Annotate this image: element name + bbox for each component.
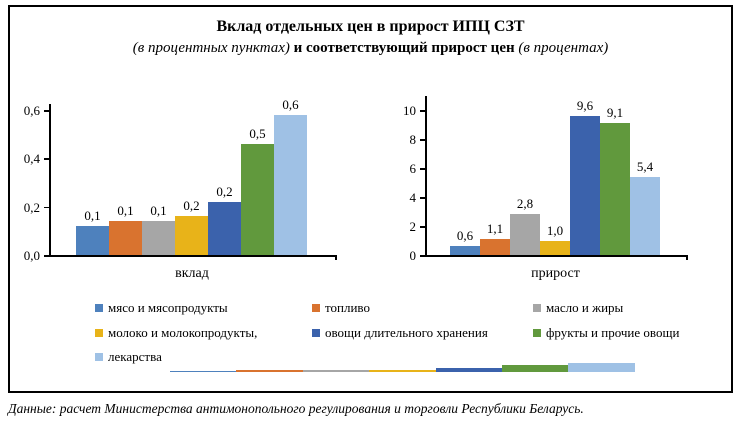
legend-label: топливо — [325, 300, 370, 315]
mini-strip-segment — [568, 363, 635, 372]
bar-4 — [540, 240, 570, 255]
y-tick-label: 8 — [409, 132, 417, 147]
legend-item: фрукты и прочие овощи — [533, 325, 679, 341]
legend-label: лекарства — [108, 349, 162, 364]
chart-title-line1: Вклад отдельных цен в прирост ИПЦ СЗТ — [216, 18, 525, 35]
title-bold-middle: и соответствующий прирост цен — [293, 39, 515, 56]
mini-strip-segment — [170, 370, 237, 372]
y-tick-mark — [420, 255, 425, 257]
mini-strip-segment — [369, 370, 436, 372]
y-axis-line — [425, 96, 427, 255]
chart-title-line2: (в процентных пунктах) и соответствующий… — [8, 38, 733, 58]
mini-strip-segment — [502, 365, 569, 372]
source-caption: Данные: расчет Министерства антимонополь… — [8, 401, 584, 416]
y-tick-label: 2 — [409, 219, 417, 234]
y-tick-mark — [44, 158, 49, 160]
bar-value-label: 1,0 — [546, 222, 564, 238]
legend-item: лекарства — [95, 349, 162, 365]
legend-item: молоко и молокопродукты, — [95, 325, 257, 341]
bar-3 — [142, 221, 175, 255]
y-tick-mark — [420, 110, 425, 112]
bar-value-label: 9,6 — [576, 97, 594, 113]
y-tick-label: 0 — [409, 248, 417, 263]
y-tick-mark — [44, 110, 49, 112]
bar-4 — [175, 216, 208, 255]
x-axis-line — [49, 255, 335, 257]
chart-title: Вклад отдельных цен в прирост ИПЦ СЗТ (в… — [8, 16, 733, 58]
bar-2 — [109, 221, 142, 255]
legend-label: овощи длительного хранения — [325, 325, 488, 340]
bar-1 — [76, 226, 109, 255]
bar-value-label: 9,1 — [606, 105, 624, 121]
legend-item: мясо и мясопродукты — [95, 300, 228, 316]
y-axis-line — [49, 104, 51, 255]
bar-value-label: 0,6 — [456, 228, 474, 244]
bar-value-label: 0,6 — [282, 96, 299, 112]
bar-value-label: 0,1 — [84, 208, 101, 223]
y-tick-label: 0,2 — [23, 199, 40, 215]
legend-label: масло и жиры — [546, 300, 624, 315]
bar-3 — [510, 214, 540, 255]
y-tick-mark — [420, 197, 425, 199]
legend-item: масло и жиры — [533, 300, 623, 316]
legend-label: фрукты и прочие овощи — [546, 325, 680, 340]
bar-value-label: 2,8 — [516, 196, 534, 212]
x-axis-line — [425, 255, 686, 257]
title-italic-left: (в процентных пунктах) — [132, 39, 290, 56]
legend-marker — [95, 353, 103, 361]
legend-marker — [95, 304, 103, 312]
bar-7 — [630, 176, 660, 255]
bar-value-label: 0,2 — [216, 183, 233, 199]
bar-2 — [480, 239, 510, 255]
title-italic-right: (в процентах) — [518, 39, 609, 56]
bar-value-label: 0,5 — [249, 125, 266, 141]
y-tick-mark — [420, 139, 425, 141]
y-tick-mark — [44, 206, 49, 209]
legend-marker — [312, 304, 320, 312]
x-axis-end-tick — [686, 255, 688, 260]
y-tick-mark — [44, 255, 49, 257]
mini-strip-segment — [302, 370, 370, 372]
bar-1 — [450, 246, 480, 255]
y-tick-label: 0,0 — [23, 248, 40, 263]
x-category-label: прирост — [531, 266, 580, 281]
bar-value-label: 0,1 — [150, 203, 167, 219]
mini-strip-segment — [236, 370, 303, 372]
y-tick-label: 0,6 — [23, 103, 40, 118]
bar-6 — [600, 123, 630, 255]
bar-value-label: 1,1 — [486, 221, 504, 237]
mini-strip-segment — [435, 368, 502, 372]
bar-5 — [570, 115, 600, 255]
legend-marker — [95, 329, 103, 337]
legend-item: овощи длительного хранения — [312, 325, 488, 341]
bar-value-label: 5,4 — [636, 158, 654, 174]
y-tick-label: 0,4 — [23, 151, 40, 167]
bar-5 — [208, 201, 241, 255]
bar-7 — [274, 114, 307, 255]
bar-value-label: 0,2 — [183, 198, 200, 214]
bar-value-label: 0,1 — [117, 203, 134, 219]
y-tick-label: 4 — [409, 190, 417, 205]
x-category-label: вклад — [175, 266, 209, 281]
y-tick-label: 6 — [409, 161, 417, 176]
y-tick-mark — [420, 168, 425, 170]
legend-marker — [312, 329, 320, 337]
bar-6 — [241, 143, 274, 255]
y-tick-mark — [420, 226, 425, 228]
legend-item: топливо — [312, 300, 370, 316]
legend-label: мясо и мясопродукты — [108, 300, 228, 315]
y-tick-label: 10 — [403, 103, 416, 118]
x-axis-end-tick — [335, 255, 337, 260]
legend-label: молоко и молокопродукты, — [108, 325, 258, 340]
legend-marker — [533, 329, 541, 337]
legend-marker — [533, 304, 541, 312]
